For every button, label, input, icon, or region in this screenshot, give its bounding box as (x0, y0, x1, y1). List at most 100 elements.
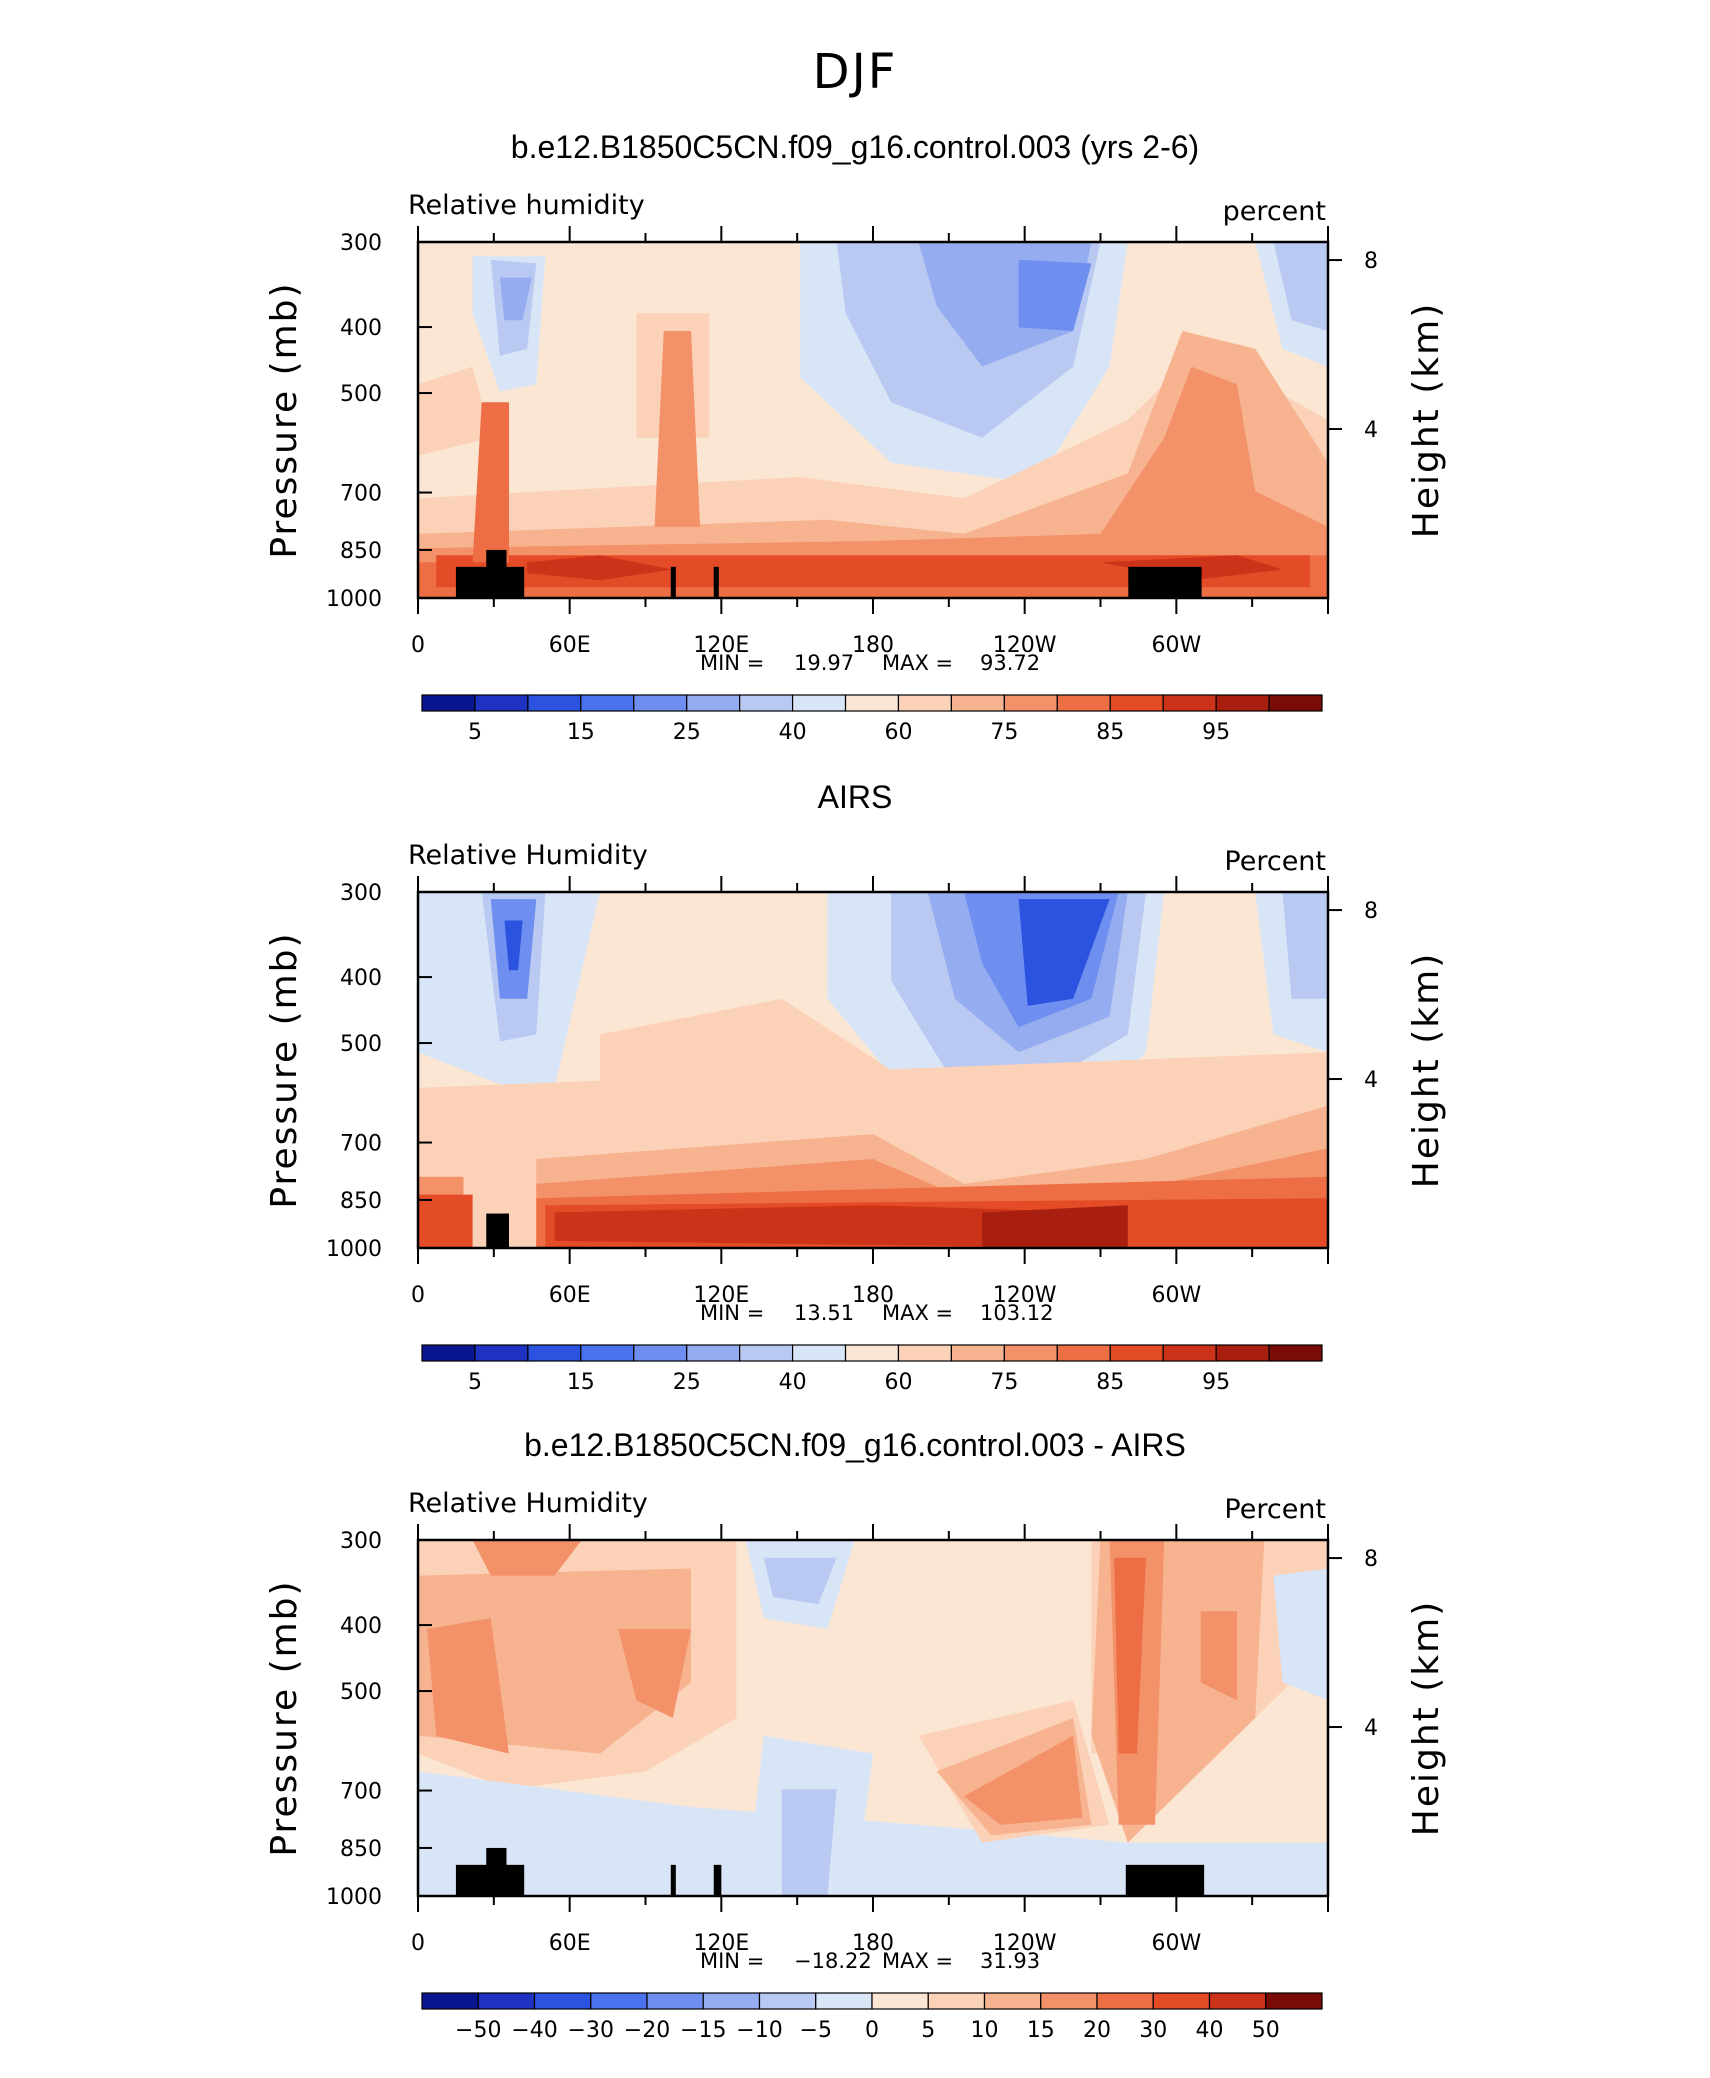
y-tick-label: 400 (340, 966, 382, 991)
contour-region (1018, 899, 1110, 1006)
y-tick-label: 850 (340, 1189, 382, 1214)
y2-axis-title: Height (km) (1406, 1600, 1447, 1836)
colorbar-label: 0 (865, 2018, 879, 2043)
x-tick-label: 120W (993, 1931, 1057, 1956)
y2-axis-title: Height (km) (1406, 302, 1447, 538)
colorbar-swatch (1152, 1992, 1211, 2010)
colorbar-label: 85 (1096, 720, 1124, 745)
min-value: −18.22 (794, 1949, 872, 1973)
y2-axis-title: Height (km) (1406, 952, 1447, 1188)
colorbar-swatch (950, 1344, 1005, 1362)
colorbar-swatch (844, 1344, 900, 1362)
x-tick-label: 60E (549, 1931, 591, 1956)
colorbar-swatch (1040, 1992, 1098, 2010)
contour-region (1273, 242, 1328, 331)
x-tick-label: 0 (411, 1931, 425, 1956)
colorbar-swatch (686, 1344, 741, 1362)
colorbar-label: 15 (567, 1370, 595, 1395)
colorbar-swatch (1003, 1344, 1058, 1362)
x-tick-label: 60E (549, 1283, 591, 1308)
contour-region (982, 1205, 1128, 1248)
x-tick-label: 120E (693, 633, 749, 658)
colorbar-swatch (1162, 694, 1217, 712)
x-tick-label: 0 (411, 633, 425, 658)
colorbar-label: 60 (884, 1370, 912, 1395)
contour-region (1114, 1557, 1146, 1754)
colorbar: −50 −40 −30 −20 −15 −10 −5 0 5 10 15 20 30 40 50 (421, 1992, 1323, 2043)
y-axis-title: Pressure (mb) (264, 931, 305, 1208)
contour-region (504, 920, 523, 971)
x-tick-label: 120E (693, 1931, 749, 1956)
colorbar-swatch (633, 694, 688, 712)
colorbar-swatch (1265, 1992, 1323, 2010)
y-axis-title: Pressure (mb) (264, 281, 305, 558)
chart-title: b.e12.B1850C5CN.f09_g16.control.003 (yrs… (511, 129, 1199, 165)
contour-region (1018, 259, 1092, 331)
contour-region (1282, 892, 1328, 999)
x-tick-label: 120W (993, 1283, 1057, 1308)
colorbar-swatch (950, 694, 1005, 712)
colorbar-label: 60 (884, 720, 912, 745)
colorbar-label: 15 (1027, 2018, 1055, 2043)
min-label: MIN = (700, 1301, 764, 1325)
units-label: Percent (1224, 846, 1326, 877)
colorbar-swatch (1162, 1344, 1217, 1362)
colorbar-swatch (633, 1344, 688, 1362)
colorbar-label: 40 (779, 720, 807, 745)
topography-mask (713, 1864, 722, 1896)
y-tick-label: 500 (340, 1680, 382, 1705)
chart-title: b.e12.B1850C5CN.f09_g16.control.003 - AI… (524, 1427, 1186, 1463)
contour-region (418, 331, 1328, 598)
x-tick-label: 180 (852, 1283, 894, 1308)
y-tick-label: 300 (340, 231, 382, 256)
y-tick-label: 700 (340, 482, 382, 507)
chart-svg: b.e12.B1850C5CN.f09_g16.control.003 - AI… (264, 1427, 1447, 2043)
height-tick-label: 4 (1364, 1068, 1378, 1093)
topography-mask (486, 1213, 509, 1248)
contour-region (427, 1618, 509, 1754)
colorbar-swatch (580, 1344, 635, 1362)
colorbar-swatch (791, 694, 847, 712)
contour-region (964, 1735, 1083, 1825)
y-tick-label: 850 (340, 539, 382, 564)
topography-mask (670, 566, 676, 598)
colorbar-label: −20 (624, 2018, 670, 2043)
x-tick-label: 60W (1151, 633, 1201, 658)
colorbar-swatch (580, 694, 635, 712)
contour-field (418, 892, 1328, 1248)
colorbar-label: 10 (971, 2018, 999, 2043)
colorbar-swatch (702, 1992, 761, 2010)
contour-region (472, 402, 509, 563)
max-value: 93.72 (980, 651, 1040, 675)
contour-region (527, 555, 673, 581)
colorbar-label: −10 (736, 2018, 782, 2043)
x-tick-label: 60E (549, 633, 591, 658)
colorbar-swatch (1268, 694, 1323, 712)
y-tick-label: 300 (340, 1529, 382, 1554)
colorbar-swatch (477, 1992, 536, 2010)
colorbar-label: 40 (1196, 2018, 1224, 2043)
colorbar-label: 30 (1139, 2018, 1167, 2043)
y-tick-label: 400 (340, 316, 382, 341)
units-label: percent (1223, 196, 1326, 227)
height-tick-label: 8 (1364, 899, 1378, 924)
max-label: MAX = (882, 1949, 953, 1973)
y-tick-label: 1000 (326, 1237, 382, 1262)
y-tick-label: 850 (340, 1837, 382, 1862)
contour-region (763, 1557, 837, 1605)
colorbar-label: 25 (673, 720, 701, 745)
colorbar-swatch (421, 1992, 479, 2010)
height-tick-label: 4 (1364, 1716, 1378, 1741)
colorbar-swatch (474, 694, 529, 712)
colorbar-label: 95 (1202, 720, 1230, 745)
contour-region (418, 366, 491, 456)
colorbar-swatch (1215, 694, 1270, 712)
y-tick-label: 700 (340, 1132, 382, 1157)
colorbar-swatch (1109, 1344, 1164, 1362)
chart-title: AIRS (818, 779, 893, 815)
y-tick-label: 500 (340, 1032, 382, 1057)
contour-region (654, 331, 701, 527)
min-value: 19.97 (794, 651, 854, 675)
colorbar: 5 15 25 40 60 75 85 95 (421, 1344, 1323, 1395)
colorbar-swatch (871, 1992, 929, 2010)
